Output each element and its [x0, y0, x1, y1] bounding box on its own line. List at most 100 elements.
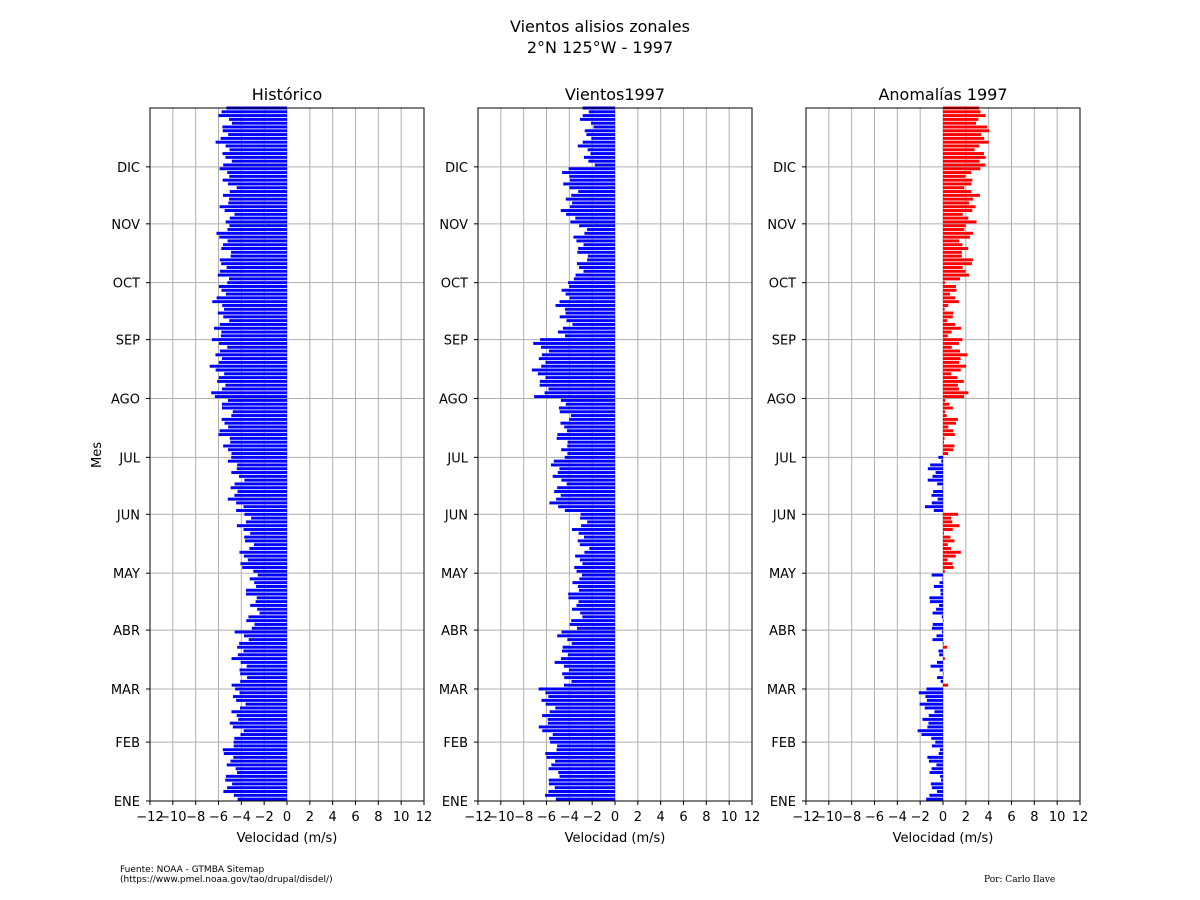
x-tick-label: 10 [1049, 810, 1066, 825]
bar [939, 668, 943, 672]
x-axis-label: Velocidad (m/s) [565, 831, 666, 846]
bar [943, 395, 965, 399]
bar [931, 744, 943, 748]
bar [581, 524, 615, 528]
bar [243, 554, 287, 558]
bar [244, 512, 287, 516]
bar [929, 600, 943, 604]
bar [240, 562, 287, 566]
bar [549, 736, 615, 740]
bar [933, 490, 943, 494]
bar [943, 174, 966, 178]
bar [943, 247, 969, 250]
bar [233, 740, 287, 744]
bar [238, 474, 287, 478]
bar [228, 201, 287, 205]
bar [564, 455, 615, 459]
bar [594, 163, 615, 167]
bar [593, 125, 615, 129]
bar [943, 353, 968, 357]
x-tick-label: 2 [962, 810, 970, 825]
bar [249, 577, 287, 581]
bar [215, 368, 287, 372]
bar [589, 547, 615, 550]
bar [221, 247, 287, 250]
bar [570, 220, 615, 224]
bar [928, 759, 943, 763]
bar [943, 338, 963, 342]
bar [580, 117, 615, 121]
x-tick-label: −12 [792, 810, 819, 825]
bar [569, 296, 615, 300]
bar [243, 634, 287, 638]
bar [228, 425, 287, 429]
bar [212, 300, 287, 304]
bar [924, 505, 943, 509]
bar [554, 660, 615, 664]
bar [259, 611, 287, 615]
bar [229, 436, 287, 440]
bar [227, 239, 287, 243]
bar [229, 174, 287, 178]
bar [586, 133, 615, 137]
x-tick-label: 10 [393, 810, 410, 825]
bar [943, 562, 953, 566]
bar [582, 140, 615, 144]
bar [932, 626, 943, 630]
bar [539, 383, 615, 387]
y-tick-label: SEP [444, 334, 468, 349]
bar [554, 490, 615, 494]
bar [562, 326, 615, 330]
bar [942, 641, 944, 645]
bar [587, 258, 615, 262]
x-tick-label: 0 [939, 810, 947, 825]
bar [228, 133, 287, 137]
bar [578, 600, 615, 604]
bar [551, 763, 615, 767]
bar [579, 577, 615, 581]
bar [578, 531, 615, 535]
bar [567, 653, 615, 657]
bar [943, 163, 986, 167]
bar [591, 136, 615, 140]
x-tick-label: −8 [514, 810, 533, 825]
bar [943, 421, 956, 425]
bar [564, 676, 615, 680]
bar [230, 254, 287, 258]
bar [942, 577, 944, 581]
bar [223, 193, 287, 197]
bar [577, 250, 615, 254]
x-tick-label: −2 [911, 810, 930, 825]
figure-title: Vientos alisios zonales [510, 17, 690, 36]
bar [248, 615, 287, 619]
bar [578, 190, 615, 194]
bar [223, 444, 287, 448]
bar [577, 539, 615, 543]
bar [565, 197, 615, 201]
bar [584, 129, 615, 133]
bar [218, 360, 287, 364]
bar [545, 752, 615, 756]
bar [919, 702, 943, 706]
bar [540, 345, 615, 349]
bar [943, 391, 969, 395]
bar [577, 144, 615, 148]
bar [943, 212, 963, 216]
bar [569, 205, 615, 209]
bar [218, 284, 287, 288]
bar [211, 338, 287, 342]
x-tick-label: 4 [329, 810, 337, 825]
bar [943, 159, 980, 163]
chart-panels: Histórico−12−10 −8 −6 −4 −2 0 2 4 6 8 10 12ENEFEBMA… [111, 85, 1088, 846]
bar [236, 501, 287, 505]
bar [571, 679, 615, 683]
bar [254, 543, 287, 547]
bar [236, 509, 287, 512]
bar [938, 649, 943, 653]
bar [247, 558, 287, 562]
bar [555, 797, 615, 801]
bar [943, 528, 953, 531]
bar [943, 444, 955, 448]
bar [575, 554, 615, 558]
bar [582, 562, 615, 566]
